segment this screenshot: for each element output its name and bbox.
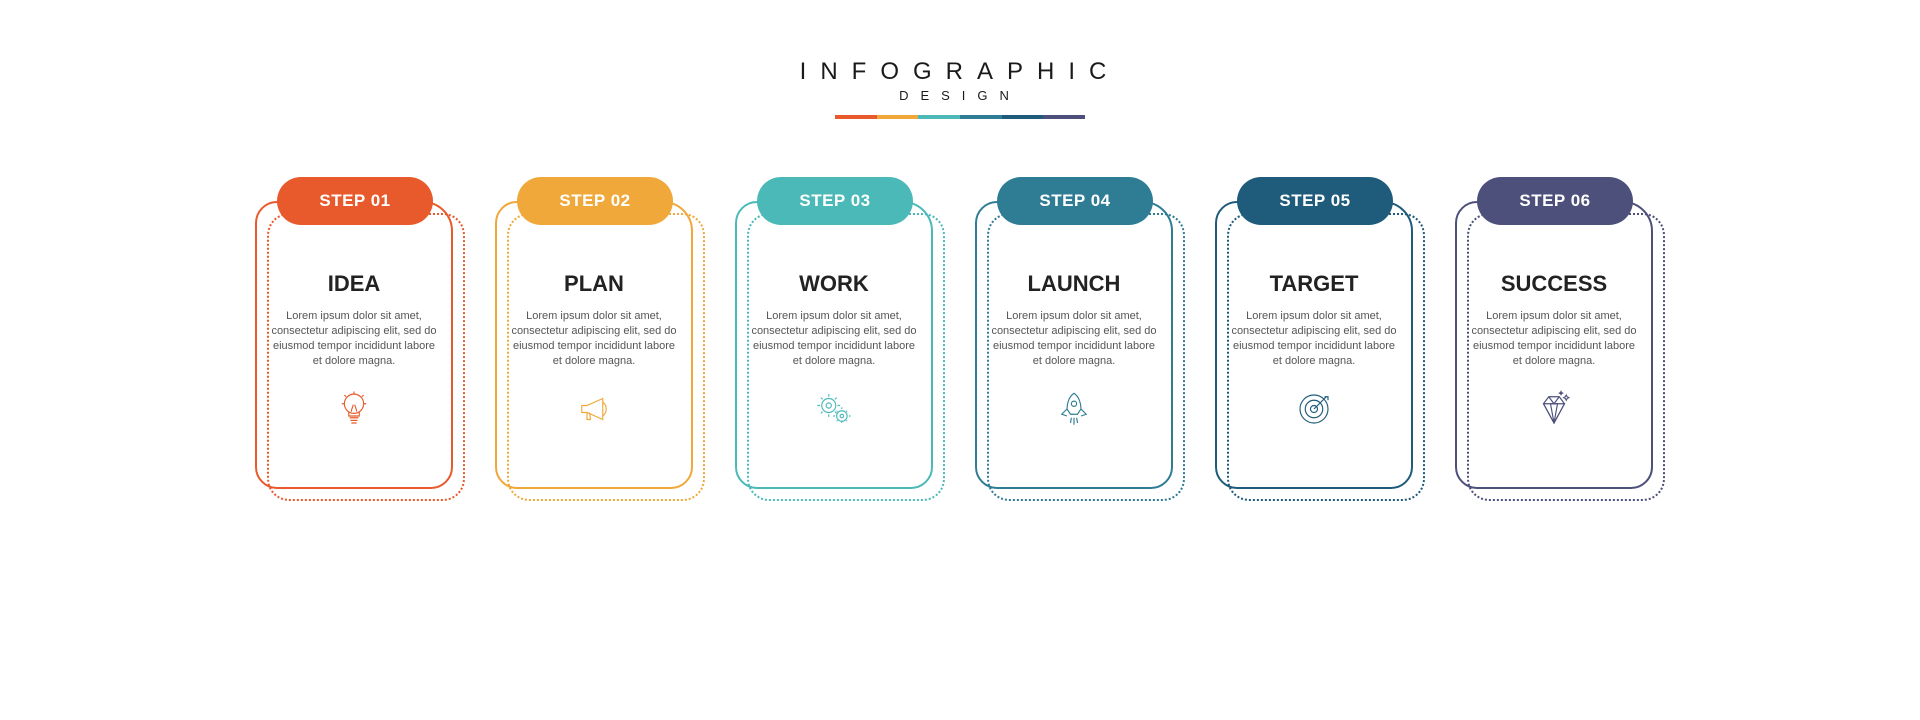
card-body: LAUNCH Lorem ipsum dolor sit amet, conse…: [975, 201, 1173, 489]
card-title: LAUNCH: [1028, 271, 1121, 297]
card-body: PLAN Lorem ipsum dolor sit amet, consect…: [495, 201, 693, 489]
gears-icon: [811, 386, 857, 432]
header-title: INFOGRAPHIC: [800, 58, 1121, 86]
bar-seg-2: [877, 115, 919, 119]
header-subtitle: DESIGN: [800, 88, 1121, 103]
card-body: TARGET Lorem ipsum dolor sit amet, conse…: [1215, 201, 1413, 489]
bar-seg-1: [835, 115, 877, 119]
step-card-5: STEP 05 TARGET Lorem ipsum dolor sit ame…: [1215, 177, 1425, 489]
card-text: Lorem ipsum dolor sit amet, consectetur …: [749, 309, 919, 368]
card-title: PLAN: [564, 271, 624, 297]
target-icon: [1291, 386, 1337, 432]
infographic-header: INFOGRAPHIC DESIGN: [800, 58, 1121, 119]
card-title: WORK: [799, 271, 869, 297]
step-card-1: STEP 01 IDEA Lorem ipsum dolor sit amet,…: [255, 177, 465, 489]
bar-seg-3: [918, 115, 960, 119]
card-text: Lorem ipsum dolor sit amet, consectetur …: [1469, 309, 1639, 368]
header-color-bar: [835, 115, 1085, 119]
card-title: SUCCESS: [1501, 271, 1607, 297]
diamond-icon: [1531, 386, 1577, 432]
card-title: IDEA: [328, 271, 381, 297]
step-card-2: STEP 02 PLAN Lorem ipsum dolor sit amet,…: [495, 177, 705, 489]
card-body: SUCCESS Lorem ipsum dolor sit amet, cons…: [1455, 201, 1653, 489]
rocket-icon: [1051, 386, 1097, 432]
step-card-4: STEP 04 LAUNCH Lorem ipsum dolor sit ame…: [975, 177, 1185, 489]
card-body: WORK Lorem ipsum dolor sit amet, consect…: [735, 201, 933, 489]
bar-seg-4: [960, 115, 1002, 119]
step-card-6: STEP 06 SUCCESS Lorem ipsum dolor sit am…: [1455, 177, 1665, 489]
card-text: Lorem ipsum dolor sit amet, consectetur …: [269, 309, 439, 368]
card-text: Lorem ipsum dolor sit amet, consectetur …: [1229, 309, 1399, 368]
card-title: TARGET: [1270, 271, 1359, 297]
megaphone-icon: [571, 386, 617, 432]
bar-seg-6: [1043, 115, 1085, 119]
card-body: IDEA Lorem ipsum dolor sit amet, consect…: [255, 201, 453, 489]
card-text: Lorem ipsum dolor sit amet, consectetur …: [509, 309, 679, 368]
step-card-3: STEP 03 WORK Lorem ipsum dolor sit amet,…: [735, 177, 945, 489]
steps-row: STEP 01 IDEA Lorem ipsum dolor sit amet,…: [255, 177, 1665, 489]
lightbulb-icon: [331, 386, 377, 432]
card-text: Lorem ipsum dolor sit amet, consectetur …: [989, 309, 1159, 368]
bar-seg-5: [1002, 115, 1044, 119]
